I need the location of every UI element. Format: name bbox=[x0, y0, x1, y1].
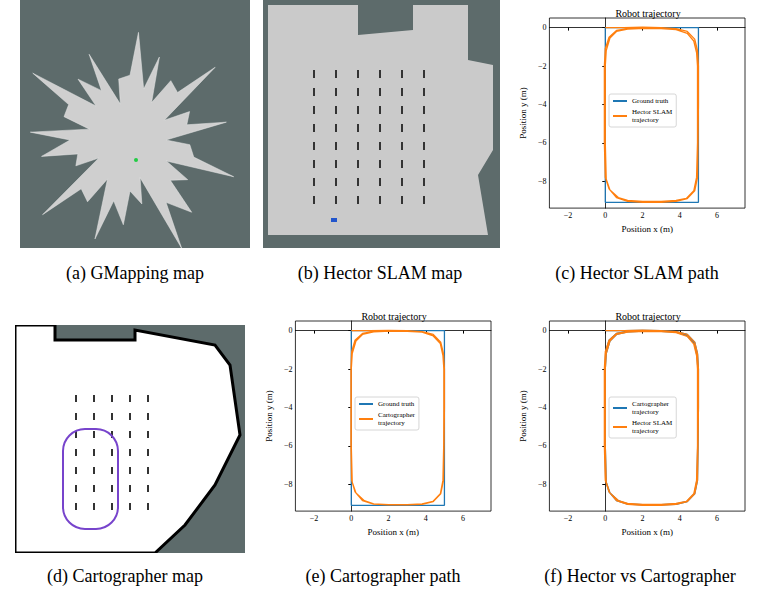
svg-text:4: 4 bbox=[424, 514, 428, 523]
svg-text:−2: −2 bbox=[538, 62, 547, 71]
html-text:(d) Cartographer map: (d) Cartographer map bbox=[47, 566, 203, 586]
svg-text:0: 0 bbox=[542, 326, 546, 335]
svg-text:6: 6 bbox=[461, 514, 465, 523]
svg-text:0: 0 bbox=[288, 326, 292, 335]
svg-text:−2: −2 bbox=[284, 365, 293, 374]
svg-text:0: 0 bbox=[603, 514, 607, 523]
svg-text:Position y (m): Position y (m) bbox=[518, 87, 528, 139]
svg-text:Cartographer: Cartographer bbox=[378, 411, 416, 419]
svg-text:Hector SLAM: Hector SLAM bbox=[632, 419, 673, 427]
svg-text:trajectory: trajectory bbox=[632, 427, 659, 435]
svg-text:trajectory: trajectory bbox=[632, 116, 659, 124]
svg-text:Robot trajectory: Robot trajectory bbox=[615, 8, 680, 19]
html-text:(f) Hector vs Cartographer: (f) Hector vs Cartographer bbox=[544, 566, 736, 586]
svg-text:Position x (m): Position x (m) bbox=[367, 527, 419, 537]
svg-text:−4: −4 bbox=[284, 403, 293, 412]
svg-text:Cartographer: Cartographer bbox=[632, 400, 670, 408]
svg-text:−2: −2 bbox=[310, 514, 319, 523]
svg-text:2: 2 bbox=[387, 514, 391, 523]
svg-text:2: 2 bbox=[641, 514, 645, 523]
svg-text:−8: −8 bbox=[284, 480, 293, 489]
svg-text:−2: −2 bbox=[538, 365, 547, 374]
svg-text:−2: −2 bbox=[564, 514, 573, 523]
svg-text:Position x (m): Position x (m) bbox=[621, 224, 673, 234]
svg-text:−4: −4 bbox=[538, 100, 547, 109]
svg-text:4: 4 bbox=[678, 211, 682, 220]
svg-text:0: 0 bbox=[542, 23, 546, 32]
svg-text:0: 0 bbox=[349, 514, 353, 523]
html-text:(e) Cartographer path: (e) Cartographer path bbox=[305, 566, 461, 586]
svg-text:−6: −6 bbox=[284, 441, 293, 450]
svg-text:−6: −6 bbox=[538, 138, 547, 147]
html-text:(a) GMapping map: (a) GMapping map bbox=[66, 263, 204, 283]
svg-text:trajectory: trajectory bbox=[632, 408, 659, 416]
svg-text:−6: −6 bbox=[538, 441, 547, 450]
html-text:(c) Hector SLAM path: (c) Hector SLAM path bbox=[555, 263, 719, 283]
html-text:(b) Hector SLAM map: (b) Hector SLAM map bbox=[297, 263, 463, 283]
svg-text:Position y (m): Position y (m) bbox=[518, 390, 528, 442]
svg-text:0: 0 bbox=[603, 211, 607, 220]
svg-text:2: 2 bbox=[641, 211, 645, 220]
svg-text:6: 6 bbox=[715, 514, 719, 523]
svg-text:trajectory: trajectory bbox=[378, 419, 405, 427]
svg-text:Ground truth: Ground truth bbox=[378, 400, 415, 408]
svg-text:−8: −8 bbox=[538, 177, 547, 186]
svg-text:−8: −8 bbox=[538, 480, 547, 489]
svg-text:−4: −4 bbox=[538, 403, 547, 412]
svg-text:Robot trajectory: Robot trajectory bbox=[615, 311, 680, 322]
svg-text:6: 6 bbox=[715, 211, 719, 220]
svg-text:4: 4 bbox=[678, 514, 682, 523]
svg-text:Position x (m): Position x (m) bbox=[621, 527, 673, 537]
svg-text:Hector SLAM: Hector SLAM bbox=[632, 108, 673, 116]
svg-text:Ground truth: Ground truth bbox=[632, 97, 669, 105]
svg-text:−2: −2 bbox=[564, 211, 573, 220]
svg-text:Position y (m): Position y (m) bbox=[264, 390, 274, 442]
svg-text:Robot trajectory: Robot trajectory bbox=[361, 311, 426, 322]
